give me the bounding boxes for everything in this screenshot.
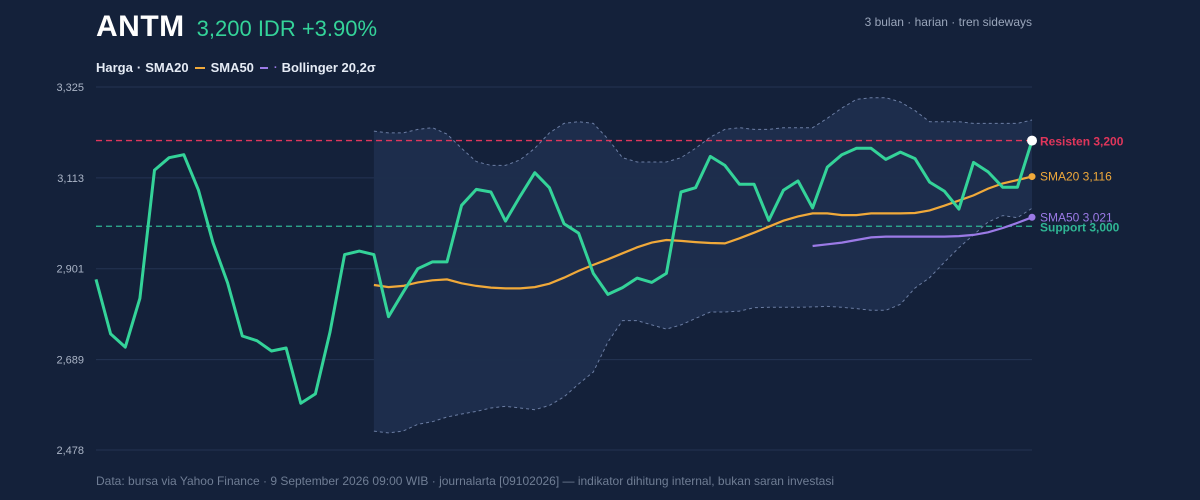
y-tick-label: 3,325 bbox=[56, 82, 84, 94]
sma20-line bbox=[373, 175, 1033, 290]
ticker-symbol: ANTM bbox=[96, 10, 185, 43]
legend-sma20: SMA20 bbox=[145, 60, 189, 75]
sma20-swatch bbox=[194, 66, 205, 69]
legend-price: Harga bbox=[96, 60, 133, 75]
y-tick-label: 2,478 bbox=[56, 445, 84, 457]
sma20-end-dot bbox=[1028, 173, 1036, 181]
price-end-dot bbox=[1027, 135, 1037, 146]
support-label: Support 3,000 bbox=[1040, 220, 1120, 234]
legend-bollinger: Bollinger 20,2σ bbox=[281, 60, 376, 75]
sma20-label: SMA20 3,116 bbox=[1040, 170, 1112, 184]
bollinger-lower-line bbox=[373, 207, 1033, 434]
sma50-line bbox=[812, 216, 1033, 248]
sma50-label: SMA50 3,021 bbox=[1040, 210, 1113, 224]
price-line bbox=[94, 140, 1034, 405]
y-tick-label: 2,901 bbox=[56, 264, 84, 276]
bollinger-upper-line bbox=[373, 97, 1033, 166]
period-info: 3 bulan · harian · tren sideways bbox=[864, 15, 1032, 29]
legend-sma50: SMA50 bbox=[210, 60, 254, 75]
bollinger-swatch: · bbox=[273, 61, 278, 74]
y-tick-label: 2,689 bbox=[56, 355, 84, 367]
resistance-label: Resisten 3,200 bbox=[1040, 135, 1124, 149]
sma50-swatch bbox=[259, 66, 268, 69]
bollinger-band bbox=[373, 97, 1032, 433]
sma50-end-dot bbox=[1028, 213, 1036, 221]
source-footnote: Data: bursa via Yahoo Finance · 9 Septem… bbox=[96, 474, 834, 488]
price-change: 3,200 IDR +3.90% bbox=[196, 16, 378, 41]
legend-separator: · bbox=[136, 60, 142, 75]
chart-legend: Harga · SMA20 SMA50 · Bollinger 20,2σ bbox=[96, 60, 376, 75]
y-tick-label: 3,113 bbox=[57, 173, 84, 185]
chart-header: ANTM 3,200 IDR +3.90% bbox=[96, 10, 377, 44]
